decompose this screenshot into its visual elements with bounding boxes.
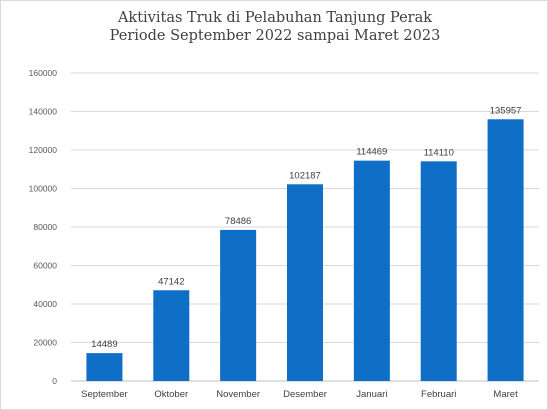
data-label: 114469 — [356, 147, 387, 158]
y-tick-label: 40000 — [33, 299, 57, 309]
y-tick-label: 20000 — [33, 338, 57, 348]
data-label: 78486 — [225, 216, 251, 227]
y-tick-label: 60000 — [33, 261, 57, 271]
y-tick-label: 140000 — [29, 107, 58, 117]
y-tick-label: 0 — [52, 376, 57, 386]
x-tick-label: Maret — [493, 389, 518, 400]
data-label: 135957 — [490, 105, 522, 116]
bar-september — [86, 353, 123, 381]
x-tick-label: Oktober — [154, 389, 188, 400]
x-tick-label: Desember — [283, 389, 327, 400]
bar-desember — [287, 184, 323, 381]
y-tick-label: 120000 — [29, 145, 58, 155]
chart-title-block: Aktivitas Truk di Pelabuhan Tanjung Pera… — [1, 9, 548, 45]
y-tick-label: 160000 — [29, 68, 58, 78]
data-label: 47142 — [158, 276, 184, 287]
y-tick-label: 100000 — [29, 184, 58, 194]
x-tick-label: November — [216, 389, 260, 400]
chart-title: Aktivitas Truk di Pelabuhan Tanjung Pera… — [117, 10, 433, 26]
chart-subtitle: Periode September 2022 sampai Maret 2023 — [109, 28, 441, 44]
data-label: 114110 — [424, 147, 454, 158]
bar-november — [220, 229, 257, 381]
x-tick-label: Februari — [421, 389, 456, 400]
data-label: 14489 — [91, 339, 117, 350]
y-tick-label: 80000 — [33, 222, 57, 232]
bar-februari — [420, 161, 457, 381]
data-label: 102187 — [289, 170, 321, 181]
bar-oktober — [153, 290, 190, 381]
bar-maret — [487, 119, 524, 381]
bar-januari — [353, 160, 390, 381]
x-tick-label: Januari — [356, 389, 387, 400]
x-tick-label: September — [81, 389, 127, 400]
